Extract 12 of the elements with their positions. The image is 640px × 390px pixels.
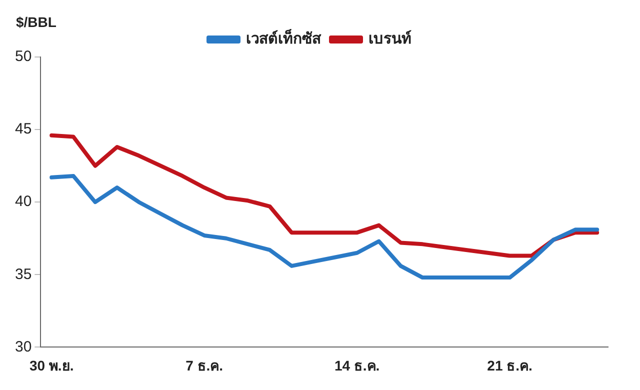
x-tick-label: 7 ธ.ค. [186,357,224,374]
y-tick-label: 45 [14,120,32,138]
x-tick-label: 30 พ.ย. [29,357,74,374]
y-axis-title: $/BBL [16,14,57,30]
y-tick-label: 30 [14,338,32,356]
y-tick-label: 35 [14,266,32,283]
x-tick-label: 21 ธ.ค. [487,357,532,374]
legend-label: เบรนท์ [368,30,412,48]
legend-label: เวสต์เท็กซัส [246,28,322,48]
y-tick-label: 50 [14,48,32,66]
x-tick-label: 14 ธ.ค. [334,357,380,374]
y-tick-label: 40 [14,193,32,210]
